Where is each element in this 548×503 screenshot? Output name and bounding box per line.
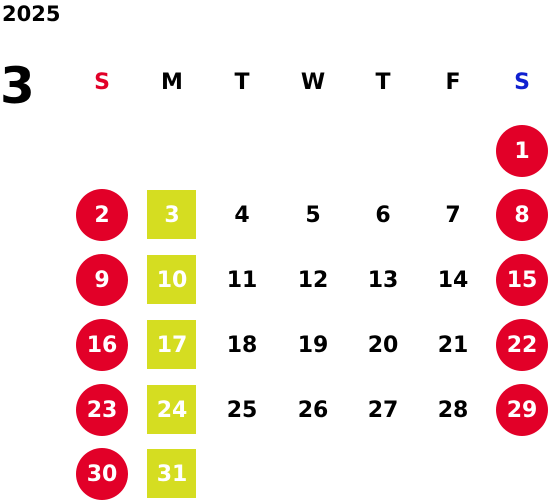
calendar-day-cell: 18 bbox=[214, 317, 270, 373]
calendar-day-cell: 16 bbox=[74, 317, 130, 373]
calendar-day-cell: 9 bbox=[74, 252, 130, 308]
calendar-day-cell: 4 bbox=[214, 187, 270, 243]
weekday-header-saturday: S bbox=[514, 69, 530, 95]
calendar-day-number: 18 bbox=[226, 332, 258, 358]
calendar-day-number: 16 bbox=[86, 332, 118, 358]
calendar-day-number: 7 bbox=[445, 202, 461, 228]
calendar-day-number: 28 bbox=[437, 397, 469, 423]
calendar-day-cell: 25 bbox=[214, 382, 270, 438]
calendar-day-cell: 11 bbox=[214, 252, 270, 308]
calendar-day-cell: 7 bbox=[425, 187, 481, 243]
weekday-header-wednesday: W bbox=[300, 69, 326, 95]
calendar-day-number: 24 bbox=[156, 397, 188, 423]
calendar-day-cell: 26 bbox=[285, 382, 341, 438]
month-number: 3 bbox=[0, 57, 35, 115]
calendar-day-cell: 14 bbox=[425, 252, 481, 308]
calendar-day-number: 26 bbox=[297, 397, 329, 423]
calendar-day-cell: 23 bbox=[74, 382, 130, 438]
calendar-day-number: 11 bbox=[226, 267, 258, 293]
calendar-day-number: 25 bbox=[226, 397, 258, 423]
weekday-header-sunday: S bbox=[94, 69, 110, 95]
calendar-day-number: 8 bbox=[514, 202, 530, 228]
calendar-day-number: 19 bbox=[297, 332, 329, 358]
calendar-day-number: 6 bbox=[375, 202, 391, 228]
calendar-day-number: 3 bbox=[164, 202, 180, 228]
weekday-header-monday: M bbox=[161, 69, 183, 95]
calendar-day-cell: 31 bbox=[144, 446, 200, 502]
calendar-day-cell: 2 bbox=[74, 187, 130, 243]
calendar-day-cell: 3 bbox=[144, 187, 200, 243]
calendar-day-number: 14 bbox=[437, 267, 469, 293]
calendar-day-number: 4 bbox=[234, 202, 250, 228]
calendar-day-number: 17 bbox=[156, 332, 188, 358]
calendar-day-cell: 8 bbox=[494, 187, 548, 243]
calendar-day-number: 5 bbox=[305, 202, 321, 228]
calendar-day-number: 10 bbox=[156, 267, 188, 293]
calendar-day-number: 1 bbox=[514, 138, 530, 164]
calendar-day-number: 23 bbox=[86, 397, 118, 423]
calendar-day-number: 2 bbox=[94, 202, 110, 228]
calendar-day-cell: 5 bbox=[285, 187, 341, 243]
calendar-day-number: 30 bbox=[86, 461, 118, 487]
calendar-day-cell: 17 bbox=[144, 317, 200, 373]
calendar-day-number: 13 bbox=[367, 267, 399, 293]
calendar-day-cell: 24 bbox=[144, 382, 200, 438]
calendar-day-cell: 29 bbox=[494, 382, 548, 438]
weekday-header-thursday: T bbox=[375, 69, 391, 95]
calendar-day-number: 12 bbox=[297, 267, 329, 293]
weekday-header-tuesday: T bbox=[234, 69, 250, 95]
calendar-day-cell: 19 bbox=[285, 317, 341, 373]
calendar-day-number: 22 bbox=[506, 332, 538, 358]
calendar-day-cell: 10 bbox=[144, 252, 200, 308]
calendar-day-cell: 6 bbox=[355, 187, 411, 243]
calendar-day-cell: 28 bbox=[425, 382, 481, 438]
calendar-day-number: 27 bbox=[367, 397, 399, 423]
calendar-day-number: 9 bbox=[94, 267, 110, 293]
calendar-day-cell: 12 bbox=[285, 252, 341, 308]
calendar-day-number: 21 bbox=[437, 332, 469, 358]
calendar-day-number: 31 bbox=[156, 461, 188, 487]
calendar-day-cell: 22 bbox=[494, 317, 548, 373]
calendar-day-number: 20 bbox=[367, 332, 399, 358]
weekday-header-friday: F bbox=[445, 69, 461, 95]
calendar-day-cell: 13 bbox=[355, 252, 411, 308]
calendar-day-number: 15 bbox=[506, 267, 538, 293]
calendar-day-cell: 30 bbox=[74, 446, 130, 502]
calendar-day-cell: 21 bbox=[425, 317, 481, 373]
calendar-day-cell: 15 bbox=[494, 252, 548, 308]
calendar-day-cell: 27 bbox=[355, 382, 411, 438]
calendar-day-cell: 1 bbox=[494, 123, 548, 179]
calendar-day-number: 29 bbox=[506, 397, 538, 423]
calendar-day-cell: 20 bbox=[355, 317, 411, 373]
year-label: 2025 bbox=[2, 2, 61, 26]
